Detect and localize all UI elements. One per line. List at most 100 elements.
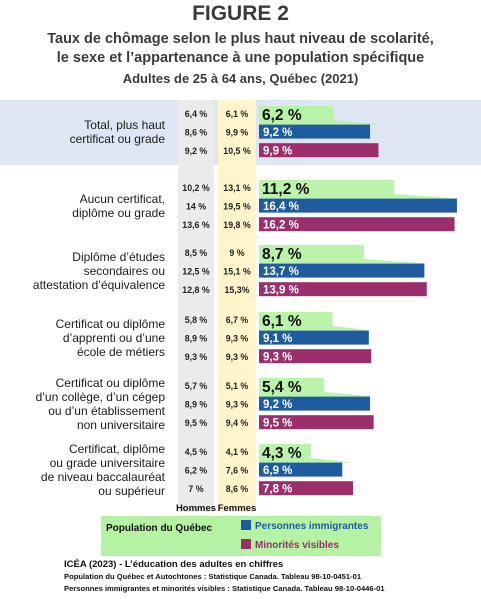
- femmes-value: 15,3%: [225, 285, 250, 295]
- category-label: Aucun certificat,: [80, 192, 165, 206]
- hommes-value: 9,3 %: [185, 352, 208, 362]
- figure-subtitle-line-3: Adultes de 25 à 64 ans, Québec (2021): [122, 71, 359, 86]
- legend-immigrants-swatch: [241, 520, 251, 530]
- category-label: non universitaire: [77, 418, 165, 432]
- value-label-population: 8,7 %: [262, 246, 302, 263]
- value-label-immigrants: 9,2 %: [263, 399, 292, 411]
- femmes-value: 6,7 %: [226, 315, 249, 325]
- hommes-value: 9,5 %: [185, 418, 208, 428]
- bar-immigrants: [259, 462, 343, 477]
- category-label: de niveau baccalauréat: [41, 470, 166, 484]
- value-label-population: 5,4 %: [262, 379, 302, 396]
- bar-population-quebec: [259, 444, 356, 463]
- value-label-immigrants: 9,2 %: [263, 127, 292, 139]
- category-label: d’apprenti ou d’une: [63, 331, 165, 345]
- femmes-value: 9,3 %: [226, 352, 249, 362]
- bar-population-quebec: [259, 180, 459, 199]
- femmes-value: 19,8 %: [223, 220, 251, 230]
- footer-source-population: Population du Québec et Autochtones : St…: [64, 572, 362, 581]
- category-label: d’un collège, d’un cégep: [36, 390, 166, 404]
- hommes-value: 6,4 %: [185, 109, 208, 119]
- legend-visible-minorities-swatch: [241, 539, 251, 549]
- value-label-visible-minorities: 9,3 %: [263, 352, 292, 364]
- category-label: certificat ou grade: [70, 132, 166, 146]
- femmes-value: 7,6 %: [226, 466, 249, 476]
- hommes-value: 6,2 %: [185, 466, 208, 476]
- hommes-value: 8,9 %: [185, 400, 208, 410]
- femmes-column-background: [218, 100, 256, 512]
- category-label: ou supérieur: [98, 484, 165, 498]
- hommes-column-background: [178, 100, 214, 512]
- legend-population-label: Population du Québec: [106, 523, 213, 534]
- hommes-value: 13,6 %: [182, 220, 210, 230]
- bar-visible-minorities: [259, 415, 374, 430]
- hommes-value: 4,5 %: [185, 447, 208, 457]
- legend-visible-minorities-label: Minorités visibles: [255, 540, 339, 551]
- legend-immigrants-label: Personnes immigrantes: [255, 521, 369, 532]
- hommes-column-header: Hommes: [176, 503, 216, 514]
- femmes-value: 9,3 %: [226, 334, 249, 344]
- bar-immigrants: [259, 330, 369, 345]
- footer-source-immigrants: Personnes immigrantes et minorités visib…: [64, 584, 385, 593]
- femmes-value: 9,9 %: [226, 128, 249, 138]
- category-label: école de métiers: [77, 345, 165, 359]
- bar-population-quebec: [259, 312, 374, 331]
- category-label: ou d’un établissement: [48, 404, 165, 418]
- hommes-value: 9,2 %: [185, 146, 208, 156]
- category-label: ou grade universitaire: [50, 456, 166, 470]
- femmes-value: 9,3 %: [226, 400, 249, 410]
- category-label: secondaires ou: [84, 264, 165, 278]
- hommes-value: 5,8 %: [185, 315, 208, 325]
- femmes-value: 9,4 %: [226, 418, 249, 428]
- bar-population-quebec: [259, 245, 429, 264]
- value-label-population: 6,1 %: [262, 313, 302, 330]
- category-label: Certificat ou diplôme: [56, 376, 166, 390]
- category-label: Certificat ou diplôme: [56, 317, 166, 331]
- femmes-column-header: Femmes: [218, 503, 257, 514]
- hommes-value: 12,5 %: [182, 267, 210, 277]
- femmes-value: 10,5 %: [223, 146, 251, 156]
- femmes-value: 5,1 %: [226, 381, 249, 391]
- hommes-value: 7 %: [188, 484, 203, 494]
- hommes-value: 10,2 %: [182, 183, 210, 193]
- bar-population-quebec: [259, 378, 376, 397]
- bar-immigrants: [259, 124, 371, 139]
- femmes-value: 9 %: [229, 248, 244, 258]
- figure-label: FIGURE 2: [192, 2, 289, 25]
- hommes-value: 5,7 %: [185, 381, 208, 391]
- bar-population-quebec: [259, 106, 381, 125]
- value-label-immigrants: 9,1 %: [263, 333, 292, 345]
- value-label-population: 4,3 %: [262, 445, 302, 462]
- femmes-value: 8,6 %: [226, 484, 249, 494]
- bar-visible-minorities: [259, 481, 354, 496]
- bar-visible-minorities: [259, 217, 455, 232]
- category-label: Total, plus haut: [84, 118, 165, 132]
- category-label: attestation d’équivalence: [33, 278, 165, 292]
- category-label: Diplôme d’études: [72, 250, 165, 264]
- bar-immigrants: [259, 263, 425, 278]
- hommes-value: 14 %: [186, 202, 206, 212]
- femmes-value: 15,1 %: [223, 267, 251, 277]
- value-label-visible-minorities: 9,9 %: [263, 146, 292, 158]
- category-label: diplôme ou grade: [72, 206, 165, 220]
- bar-immigrants: [259, 198, 457, 213]
- value-label-immigrants: 16,4 %: [263, 201, 299, 213]
- bar-immigrants: [259, 396, 371, 411]
- category-label: Certificat, diplôme: [69, 442, 165, 456]
- femmes-value: 19,5 %: [223, 202, 251, 212]
- bar-visible-minorities: [259, 143, 379, 158]
- femmes-value: 13,1 %: [223, 183, 251, 193]
- hommes-value: 8,6 %: [185, 128, 208, 138]
- value-label-visible-minorities: 9,5 %: [263, 418, 292, 430]
- value-label-population: 11,2 %: [262, 181, 310, 198]
- hommes-value: 8,9 %: [185, 334, 208, 344]
- hommes-value: 8,5 %: [185, 248, 208, 258]
- footer-source-title: ICÉA (2023) - L’éducation des adultes en…: [64, 559, 284, 570]
- value-label-visible-minorities: 7,8 %: [263, 484, 292, 496]
- figure-subtitle-line-2: le sexe et l’appartenance à une populati…: [56, 50, 425, 66]
- hommes-value: 12,8 %: [182, 285, 210, 295]
- bar-visible-minorities: [259, 282, 427, 297]
- value-label-population: 6,2 %: [262, 107, 302, 124]
- value-label-visible-minorities: 16,2 %: [263, 220, 299, 232]
